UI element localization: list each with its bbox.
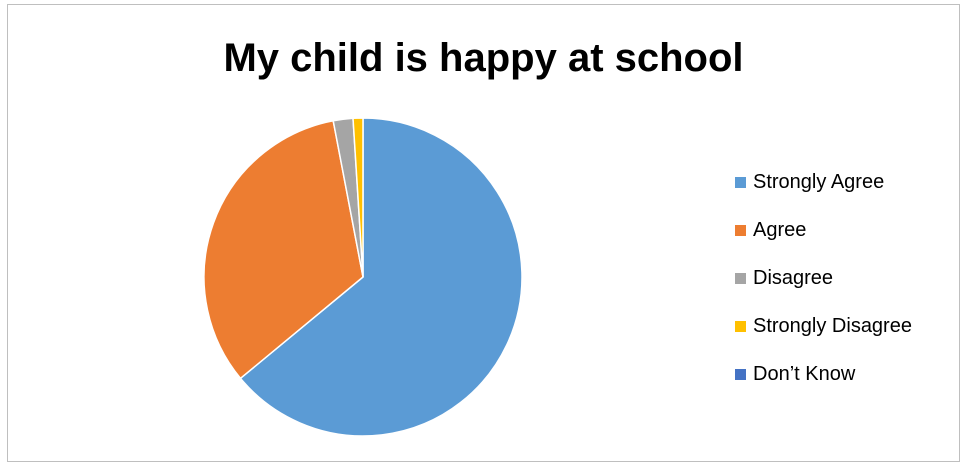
legend-label-strongly-disagree: Strongly Disagree <box>753 314 912 338</box>
legend-label-strongly-agree: Strongly Agree <box>753 170 884 194</box>
chart-area: My child is happy at school Strongly Agr… <box>7 4 960 462</box>
legend-swatch-strongly-disagree <box>735 321 746 332</box>
legend-label-disagree: Disagree <box>753 266 833 290</box>
legend-swatch-don-t-know <box>735 369 746 380</box>
legend-label-don-t-know: Don’t Know <box>753 362 855 386</box>
legend-swatch-disagree <box>735 273 746 284</box>
legend-swatch-strongly-agree <box>735 177 746 188</box>
pie-chart <box>8 5 961 463</box>
legend-swatch-agree <box>735 225 746 236</box>
legend-label-agree: Agree <box>753 218 806 242</box>
